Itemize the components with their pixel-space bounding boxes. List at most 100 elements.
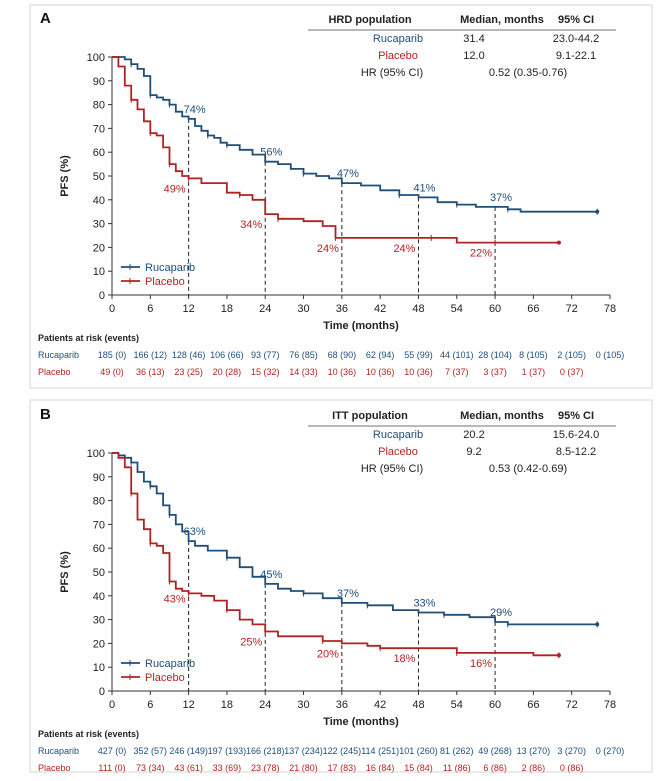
risk-value-placebo: 23 (78) xyxy=(251,763,280,773)
risk-value-rucaparib: 122 (245) xyxy=(323,746,362,756)
x-tick-label: 0 xyxy=(109,699,115,711)
y-tick-label: 10 xyxy=(93,266,105,278)
rucaparib-curve xyxy=(112,56,598,213)
placebo-milestone-label: 16% xyxy=(470,658,492,670)
x-tick-label: 66 xyxy=(527,699,539,711)
legend-label: Rucaparib xyxy=(145,658,195,670)
y-tick-label: 80 xyxy=(93,100,105,112)
y-tick-label: 100 xyxy=(87,448,105,460)
placebo-milestone-label: 18% xyxy=(393,653,415,665)
risk-value-rucaparib: 55 (99) xyxy=(404,350,433,360)
rucaparib-milestone-label: 56% xyxy=(260,147,282,159)
table-row-label: Rucaparib xyxy=(373,429,423,441)
x-tick-label: 12 xyxy=(182,699,194,711)
x-tick-label: 30 xyxy=(297,699,309,711)
panel-b: B ITT population Median, months 95% CI Rucap… xyxy=(38,406,624,773)
risk-row-label-placebo: Placebo xyxy=(38,367,71,377)
x-tick-label: 42 xyxy=(374,303,386,315)
y-tick-label: 10 xyxy=(93,662,105,674)
rucaparib-milestone-label: 29% xyxy=(490,607,512,619)
x-tick-label: 72 xyxy=(566,699,578,711)
x-tick-label: 12 xyxy=(182,303,194,315)
risk-value-placebo: 43 (61) xyxy=(174,763,203,773)
risk-value-rucaparib: 49 (268) xyxy=(478,746,512,756)
risk-value-rucaparib: 0 (105) xyxy=(596,350,625,360)
risk-table-title: Patients at risk (events) xyxy=(38,729,139,739)
y-tick-label: 0 xyxy=(99,686,105,698)
y-tick-label: 80 xyxy=(93,496,105,508)
risk-value-rucaparib: 8 (105) xyxy=(519,350,548,360)
risk-value-placebo: 15 (84) xyxy=(404,763,433,773)
placebo-curve xyxy=(112,452,559,657)
x-tick-label: 6 xyxy=(147,303,153,315)
x-tick-label: 78 xyxy=(604,303,616,315)
risk-value-rucaparib: 114 (251) xyxy=(361,746,399,756)
rucaparib-milestone-label: 33% xyxy=(413,597,435,609)
placebo-milestone-label: 24% xyxy=(317,243,339,255)
risk-value-placebo: 3 (37) xyxy=(483,367,507,377)
risk-value-rucaparib: 128 (46) xyxy=(172,350,206,360)
y-tick-label: 20 xyxy=(93,638,105,650)
risk-row-label-placebo: Placebo xyxy=(38,763,71,773)
y-tick-label: 70 xyxy=(93,519,105,531)
risk-value-placebo: 14 (33) xyxy=(289,367,318,377)
curve-end-marker xyxy=(556,653,561,658)
table-header: 95% CI xyxy=(558,14,594,26)
y-tick-label: 100 xyxy=(87,52,105,64)
risk-value-placebo: 2 (86) xyxy=(522,763,546,773)
panel-a-frame xyxy=(29,4,653,389)
x-axis-label: Time (months) xyxy=(323,716,399,728)
risk-value-rucaparib: 0 (270) xyxy=(596,746,625,756)
x-tick-label: 18 xyxy=(221,699,233,711)
risk-value-rucaparib: 68 (90) xyxy=(328,350,357,360)
table-header: 95% CI xyxy=(558,410,594,422)
rucaparib-milestone-label: 37% xyxy=(337,588,359,600)
placebo-milestone-label: 24% xyxy=(393,243,415,255)
table-ci: 15.6-24.0 xyxy=(553,429,599,441)
y-tick-label: 30 xyxy=(93,219,105,231)
curve-end-marker xyxy=(595,209,600,214)
y-tick-label: 20 xyxy=(93,242,105,254)
risk-value-rucaparib: 352 (57) xyxy=(134,746,168,756)
panel-a: A HRD population Median, months 95% CI Rucap… xyxy=(38,10,624,377)
curve-end-marker xyxy=(595,622,600,627)
risk-value-rucaparib: 28 (104) xyxy=(478,350,512,360)
risk-value-rucaparib: 93 (77) xyxy=(251,350,280,360)
table-median: 12.0 xyxy=(463,50,484,62)
table-hr-label: HR (95% CI) xyxy=(361,67,423,79)
y-tick-label: 70 xyxy=(93,123,105,135)
placebo-milestone-label: 25% xyxy=(240,637,262,649)
table-median: 20.2 xyxy=(463,429,484,441)
risk-value-rucaparib: 185 (0) xyxy=(98,350,127,360)
y-tick-label: 90 xyxy=(93,76,105,88)
risk-value-placebo: 10 (36) xyxy=(366,367,395,377)
panel-b-frame xyxy=(29,399,653,773)
table-row-label: Placebo xyxy=(378,446,418,458)
placebo-milestone-label: 20% xyxy=(317,648,339,660)
risk-value-placebo: 17 (83) xyxy=(328,763,357,773)
table-median: 31.4 xyxy=(463,33,484,45)
x-tick-label: 72 xyxy=(566,303,578,315)
placebo-curve xyxy=(112,56,559,244)
risk-value-rucaparib: 76 (85) xyxy=(289,350,318,360)
x-tick-label: 30 xyxy=(297,303,309,315)
x-tick-label: 18 xyxy=(221,303,233,315)
x-axis-label: Time (months) xyxy=(323,320,399,332)
risk-value-placebo: 11 (86) xyxy=(443,763,471,773)
table-ci: 23.0-44.2 xyxy=(553,33,599,45)
x-tick-label: 48 xyxy=(412,699,424,711)
x-tick-label: 24 xyxy=(259,699,271,711)
risk-value-rucaparib: 427 (0) xyxy=(98,746,127,756)
risk-value-rucaparib: 13 (270) xyxy=(517,746,551,756)
x-tick-label: 24 xyxy=(259,303,271,315)
risk-value-placebo: 23 (25) xyxy=(174,367,203,377)
y-tick-label: 60 xyxy=(93,147,105,159)
y-tick-label: 40 xyxy=(93,195,105,207)
placebo-milestone-label: 49% xyxy=(164,183,186,195)
placebo-milestone-label: 43% xyxy=(164,594,186,606)
risk-value-placebo: 0 (37) xyxy=(560,367,584,377)
legend-label: Placebo xyxy=(145,672,185,684)
table-header: Median, months xyxy=(460,410,544,422)
